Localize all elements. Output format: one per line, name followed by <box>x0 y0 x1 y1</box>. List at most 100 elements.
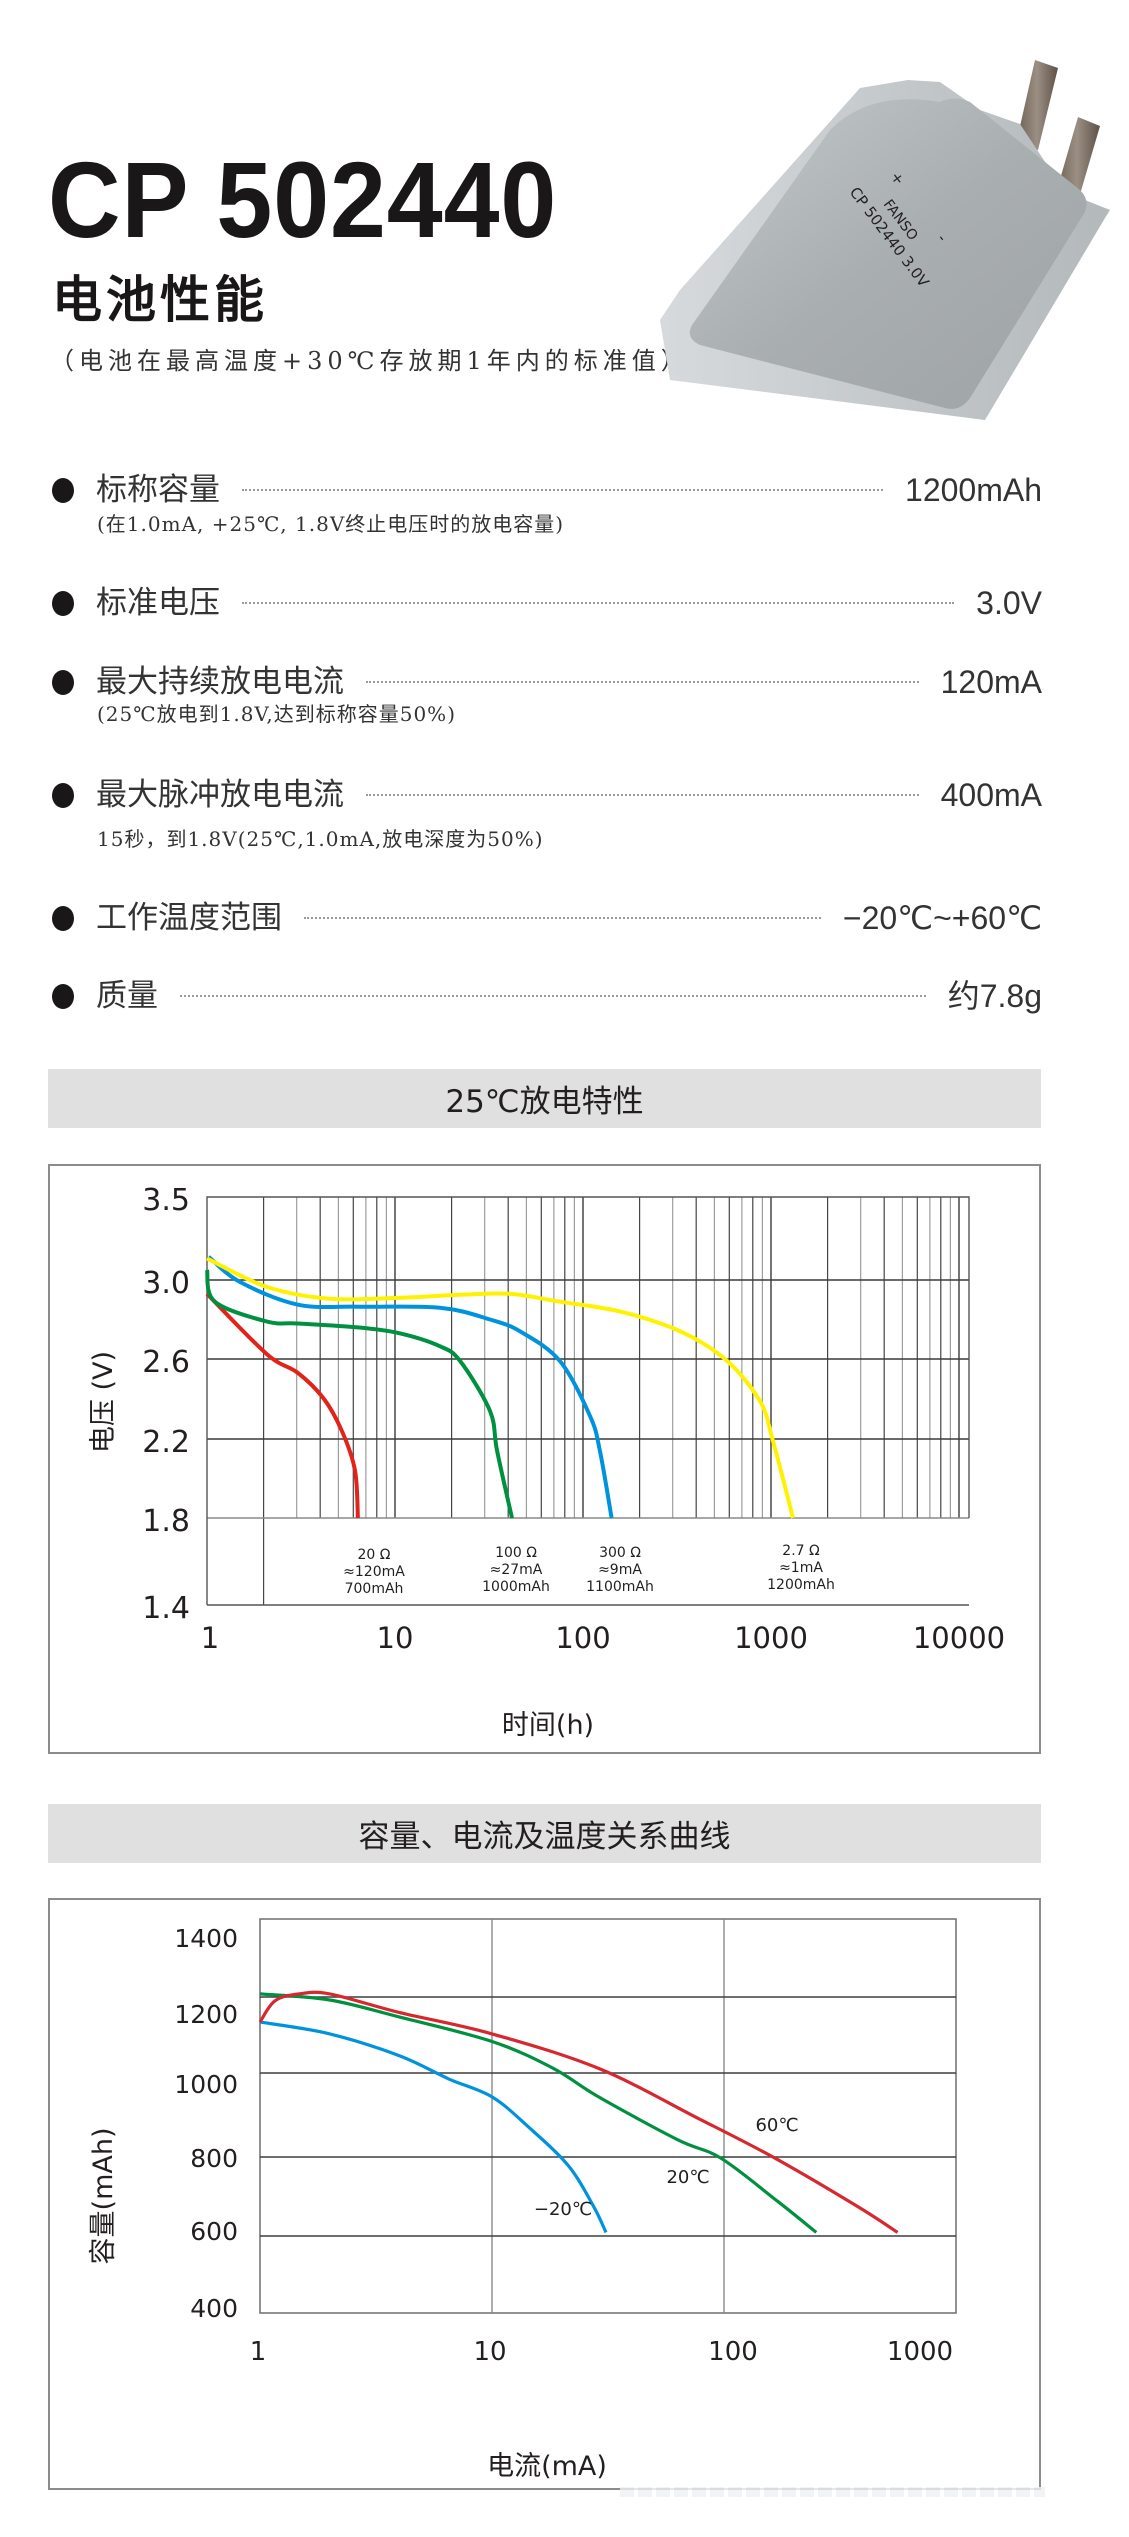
spec-row-mass: 质量 约7.8g <box>52 976 1042 1016</box>
series-line <box>207 1255 614 1519</box>
section-banner-discharge: 25℃放电特性 <box>48 1069 1041 1128</box>
leader-dots <box>180 995 926 997</box>
spec-label: 最大持续放电电流 <box>96 664 344 700</box>
svg-text:800: 800 <box>190 2144 238 2173</box>
spec-label: 标准电压 <box>96 585 220 621</box>
svg-text:10000: 10000 <box>913 1621 1005 1655</box>
spec-label: 标称容量 <box>96 472 220 508</box>
spec-note: (在1.0mA, +25℃, 1.8V终止电压时的放电容量) <box>97 512 565 536</box>
spec-row-capacity: 标称容量 1200mAh <box>52 470 1042 510</box>
grid <box>259 1918 957 2314</box>
svg-text:100: 100 <box>555 1621 610 1655</box>
section-title: 25℃放电特性 <box>445 1084 644 1120</box>
svg-text:400: 400 <box>190 2294 238 2323</box>
svg-text:2.2: 2.2 <box>142 1425 190 1460</box>
spec-row-voltage: 标准电压 3.0V <box>52 583 1042 623</box>
svg-text:1: 1 <box>250 2337 267 2367</box>
spec-note: (25℃放电到1.8V,达到标称容量50%) <box>97 702 456 726</box>
svg-text:1200: 1200 <box>174 2000 238 2029</box>
x-axis-title: 电流(mA) <box>487 2451 607 2482</box>
capacity-chart-frame: 1400 1200 1000 800 600 400 1 10 100 1000 电流(mA) 容量(… <box>48 1898 1041 2490</box>
section-banner-capacity: 容量、电流及温度关系曲线 <box>48 1804 1041 1863</box>
series-line <box>258 1990 899 2234</box>
svg-text:100: 100 <box>708 2337 758 2367</box>
model-title: CP 502440 <box>48 139 558 260</box>
svg-text:≈9mA: ≈9mA <box>598 1562 642 1578</box>
spec-value: −20℃~+60℃ <box>842 900 1042 936</box>
spec-value: 400mA <box>940 777 1042 813</box>
bullet-icon <box>52 905 74 931</box>
svg-text:1000: 1000 <box>174 2070 238 2099</box>
standard-note: （电池在最高温度+30℃存放期1年内的标准值） <box>50 347 690 375</box>
svg-text:1400: 1400 <box>174 1924 238 1953</box>
svg-text:1100mAh: 1100mAh <box>586 1579 654 1595</box>
series-label: −20℃ <box>534 2199 592 2220</box>
spec-value: 3.0V <box>976 585 1042 621</box>
y-axis-ticks: 3.5 3.0 2.6 2.2 1.8 1.4 <box>142 1183 190 1626</box>
svg-text:2.6: 2.6 <box>142 1345 190 1380</box>
svg-text:10: 10 <box>377 1621 414 1655</box>
svg-text:100 Ω: 100 Ω <box>495 1545 537 1561</box>
series-line <box>206 1256 795 1519</box>
svg-text:1000mAh: 1000mAh <box>482 1579 550 1595</box>
bullet-icon <box>52 477 74 503</box>
leader-dots <box>304 917 821 919</box>
svg-text:700mAh: 700mAh <box>345 1581 404 1597</box>
series-label: 20℃ <box>666 2167 709 2188</box>
series-line <box>205 1269 514 1519</box>
svg-text:600: 600 <box>190 2217 238 2246</box>
svg-text:3.5: 3.5 <box>142 1183 190 1218</box>
spec-row-pulse-current: 最大脉冲放电电流 400mA <box>52 775 1042 815</box>
y-axis-title: 容量(mAh) <box>88 2128 119 2265</box>
grid <box>206 1196 970 1606</box>
svg-text:300 Ω: 300 Ω <box>599 1545 641 1561</box>
svg-text:≈27mA: ≈27mA <box>490 1562 543 1578</box>
svg-text:≈120mA: ≈120mA <box>343 1564 405 1580</box>
leader-dots <box>242 602 955 604</box>
battery-illustration: + - FANSO CP 502440 3.0V <box>660 60 1110 420</box>
watermark-strip <box>620 2487 1045 2497</box>
svg-text:≈1mA: ≈1mA <box>779 1560 823 1576</box>
battery-image: + - FANSO CP 502440 3.0V <box>640 40 1129 420</box>
series-label: 60℃ <box>755 2115 798 2136</box>
spec-row-temperature: 工作温度范围 −20℃~+60℃ <box>52 898 1042 938</box>
x-axis-ticks: 1 10 100 1000 10000 <box>201 1621 1005 1655</box>
spec-row-continuous-current: 最大持续放电电流 120mA <box>52 662 1042 702</box>
leader-dots <box>366 681 919 683</box>
bullet-icon <box>52 782 74 808</box>
series-line <box>259 2020 608 2234</box>
svg-text:20 Ω: 20 Ω <box>358 1547 391 1563</box>
spec-label: 工作温度范围 <box>96 900 282 936</box>
bullet-icon <box>52 669 74 695</box>
bullet-icon <box>52 590 74 616</box>
spec-value: 120mA <box>940 664 1042 700</box>
y-axis-ticks: 1400 1200 1000 800 600 400 <box>174 1924 238 2323</box>
leader-dots <box>242 489 884 491</box>
spec-note: 15秒，到1.8V(25℃,1.0mA,放电深度为50%) <box>97 827 544 851</box>
leader-dots <box>366 794 919 796</box>
spec-value: 约7.8g <box>947 978 1042 1014</box>
discharge-chart: 3.5 3.0 2.6 2.2 1.8 1.4 1 10 100 1000 10000 时间(h) 电压… <box>88 1183 1005 1741</box>
section-title: 容量、电流及温度关系曲线 <box>358 1819 731 1855</box>
bullet-icon <box>52 983 74 1009</box>
svg-text:1200mAh: 1200mAh <box>767 1577 835 1593</box>
x-axis-ticks: 1 10 100 1000 <box>250 2337 953 2367</box>
series-line <box>259 1992 818 2234</box>
x-axis-title: 时间(h) <box>502 1710 594 1741</box>
spec-label: 质量 <box>96 978 158 1014</box>
spec-value: 1200mAh <box>905 472 1042 508</box>
spec-label: 最大脉冲放电电流 <box>96 777 344 813</box>
svg-text:10: 10 <box>473 2337 506 2367</box>
svg-text:1.8: 1.8 <box>142 1504 190 1539</box>
svg-text:1.4: 1.4 <box>142 1591 190 1626</box>
discharge-chart-frame: 3.5 3.0 2.6 2.2 1.8 1.4 1 10 100 1000 10000 时间(h) 电压… <box>48 1164 1041 1754</box>
svg-text:2.7 Ω: 2.7 Ω <box>782 1543 820 1559</box>
svg-text:1000: 1000 <box>887 2337 953 2367</box>
page-subtitle: 电池性能 <box>52 271 268 329</box>
svg-text:3.0: 3.0 <box>142 1266 190 1301</box>
series-line <box>205 1292 360 1519</box>
